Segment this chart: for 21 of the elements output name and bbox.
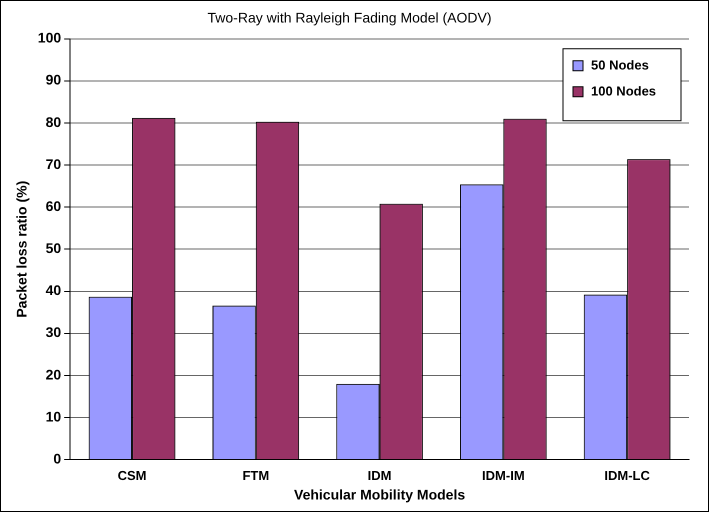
y-tick-label: 10 — [46, 408, 62, 424]
y-tick-label: 100 — [38, 30, 62, 46]
y-tick-label: 90 — [46, 72, 62, 88]
legend-label: 100 Nodes — [591, 83, 656, 98]
y-tick-label: 40 — [46, 282, 62, 298]
x-axis-title: Vehicular Mobility Models — [294, 486, 466, 502]
x-tick-label: IDM-IM — [482, 468, 525, 483]
x-tick-label: CSM — [118, 468, 146, 483]
chart-title: Two-Ray with Rayleigh Fading Model (AODV) — [208, 9, 492, 26]
y-tick-label: 20 — [46, 366, 62, 382]
y-tick-label: 80 — [46, 114, 62, 130]
y-tick-label: 50 — [46, 240, 62, 256]
y-tick-label: 70 — [46, 156, 62, 172]
y-tick-label: 0 — [53, 450, 62, 466]
y-tick-label: 30 — [46, 324, 62, 340]
x-tick-label: IDM — [368, 468, 392, 483]
x-tick-label: IDM-LC — [604, 468, 650, 483]
y-axis-title: Packet loss ratio (%) — [13, 180, 30, 318]
y-tick-label: 60 — [46, 198, 62, 214]
x-tick-label: FTM — [242, 468, 270, 483]
legend-label: 50 Nodes — [591, 57, 649, 72]
